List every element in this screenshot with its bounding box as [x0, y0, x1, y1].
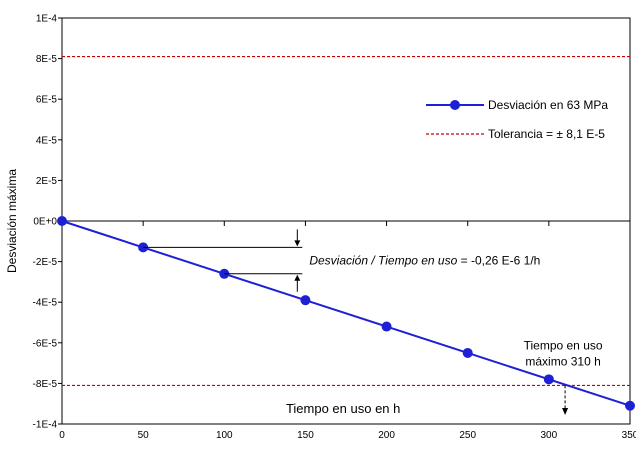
legend-series-label: Desviación en 63 MPa — [488, 98, 608, 112]
max-time-label-line1: Tiempo en uso — [524, 338, 603, 352]
x-tick-label: 150 — [297, 430, 314, 441]
legend-tolerance-label: Tolerancia = ± 8,1 E-5 — [488, 127, 605, 141]
data-point — [543, 374, 554, 385]
y-axis-label: Desviación máxima — [5, 169, 19, 273]
slope-arrow-up-head — [294, 274, 301, 281]
max-time-arrow-head — [562, 408, 569, 415]
y-tick-label: -6E-5 — [33, 338, 58, 349]
x-tick-label: 350 — [622, 430, 636, 441]
data-point — [381, 321, 392, 332]
slope-annotation: Desviación / Tiempo en uso = -0,26 E-6 1… — [309, 254, 540, 268]
x-tick-label: 200 — [378, 430, 395, 441]
x-tick-label: 250 — [459, 430, 476, 441]
y-tick-label: -1E-4 — [33, 420, 58, 431]
y-tick-label: -2E-5 — [33, 257, 58, 268]
annotations: Desviación / Tiempo en uso = -0,26 E-6 1… — [143, 229, 603, 415]
y-axis-ticks: 1E-4 8E-5 6E-5 4E-5 2E-5 0E+0 -2E-5 -4E-5 -6E-5 -… — [33, 14, 62, 431]
max-time-label-line2: máximo 310 h — [525, 354, 600, 368]
x-tick-label: 300 — [541, 430, 558, 441]
data-point — [462, 347, 473, 358]
legend: Desviación en 63 MPa Tolerancia = ± 8,1 … — [426, 98, 608, 141]
y-tick-label: 4E-5 — [36, 135, 58, 146]
y-tick-label: 2E-5 — [36, 176, 58, 187]
x-tick-label: 0 — [59, 430, 65, 441]
x-tick-label: 100 — [216, 430, 233, 441]
data-point — [625, 400, 635, 411]
x-axis-ticks: 0 50 100 150 200 250 300 350 — [59, 221, 636, 441]
y-tick-label: 0E+0 — [33, 217, 57, 228]
x-axis-label: Tiempo en uso en h — [286, 401, 400, 416]
y-tick-label: 6E-5 — [36, 95, 58, 106]
x-tick-label: 50 — [138, 430, 150, 441]
slope-annotation-value: = -0,26 E-6 1/h — [457, 254, 540, 268]
series-line — [61, 220, 631, 407]
y-tick-label: -8E-5 — [33, 379, 58, 390]
slope-annotation-label: Desviación / Tiempo en uso — [309, 254, 457, 268]
slope-arrow-down-head — [294, 240, 301, 247]
y-tick-label: 1E-4 — [36, 14, 58, 25]
legend-series-marker — [450, 100, 460, 110]
y-tick-label: -4E-5 — [33, 298, 58, 309]
y-tick-label: 8E-5 — [36, 54, 58, 65]
data-point — [300, 295, 311, 306]
series-layer — [57, 216, 635, 411]
data-point — [57, 216, 67, 226]
